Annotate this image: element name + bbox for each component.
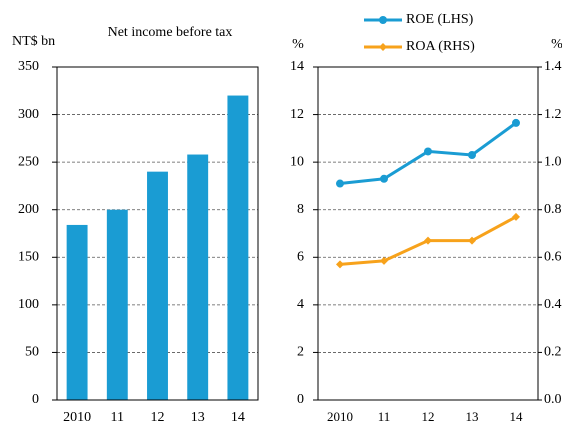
y-tick-label: 6 bbox=[297, 250, 304, 265]
y2-tick-label: 1.0 bbox=[544, 154, 562, 169]
y-tick-label: 14 bbox=[290, 59, 304, 74]
marker bbox=[380, 256, 388, 265]
x-tick-label: 13 bbox=[191, 410, 205, 425]
x-tick-label: 11 bbox=[378, 409, 391, 424]
x-tick-label: 12 bbox=[151, 410, 165, 425]
legend-marker bbox=[379, 16, 387, 24]
y2-tick-label: 0.8 bbox=[544, 202, 562, 217]
marker bbox=[512, 118, 520, 127]
marker bbox=[336, 179, 344, 188]
bar bbox=[147, 171, 168, 400]
marker bbox=[468, 236, 476, 245]
y-axis-label: % bbox=[292, 37, 304, 52]
marker bbox=[380, 174, 388, 183]
marker bbox=[424, 236, 432, 245]
y-tick-label: 12 bbox=[290, 107, 304, 122]
marker bbox=[424, 147, 432, 156]
y-axis-label: NT$ bn bbox=[12, 34, 55, 49]
x-tick-label: 12 bbox=[422, 409, 435, 424]
bar bbox=[227, 95, 249, 401]
marker bbox=[468, 151, 476, 160]
legend-label: ROE (LHS) bbox=[406, 12, 474, 27]
marker bbox=[512, 212, 520, 221]
x-tick-label: 2010 bbox=[327, 409, 353, 424]
y-tick-label: 350 bbox=[18, 59, 39, 74]
chart-title: Net income before tax bbox=[108, 25, 233, 40]
y2-tick-label: 1.4 bbox=[544, 59, 562, 74]
x-tick-label: 13 bbox=[466, 409, 479, 424]
bar bbox=[187, 154, 209, 400]
legend-label: ROA (RHS) bbox=[406, 39, 475, 54]
y-tick-label: 150 bbox=[18, 250, 39, 265]
y-tick-label: 50 bbox=[25, 345, 39, 360]
y-tick-label: 300 bbox=[18, 107, 39, 122]
bar bbox=[106, 209, 128, 400]
y2-tick-label: 0.6 bbox=[544, 250, 562, 265]
legend-marker bbox=[379, 43, 387, 51]
y-tick-label: 10 bbox=[290, 154, 304, 169]
marker bbox=[336, 260, 344, 269]
plot-frame bbox=[317, 66, 539, 401]
y-tick-label: 4 bbox=[297, 297, 304, 312]
x-tick-label: 11 bbox=[111, 410, 124, 425]
x-tick-label: 2010 bbox=[63, 410, 91, 425]
y2-axis-label: % bbox=[551, 37, 562, 52]
plot-frame bbox=[56, 66, 259, 401]
y-tick-label: 100 bbox=[18, 297, 39, 312]
bar bbox=[66, 224, 88, 400]
x-tick-label: 14 bbox=[231, 410, 245, 425]
y2-tick-label: 1.2 bbox=[544, 107, 562, 122]
y2-tick-label: 0.4 bbox=[544, 297, 562, 312]
y2-tick-label: 0.2 bbox=[544, 345, 562, 360]
x-tick-label: 14 bbox=[510, 409, 524, 424]
y-tick-label: 250 bbox=[18, 154, 39, 169]
y-tick-label: 0 bbox=[297, 392, 304, 407]
y-tick-label: 0 bbox=[32, 392, 39, 407]
y2-tick-label: 0.0 bbox=[544, 392, 562, 407]
y-tick-label: 200 bbox=[18, 202, 39, 217]
y-tick-label: 8 bbox=[297, 202, 304, 217]
y-tick-label: 2 bbox=[297, 345, 304, 360]
